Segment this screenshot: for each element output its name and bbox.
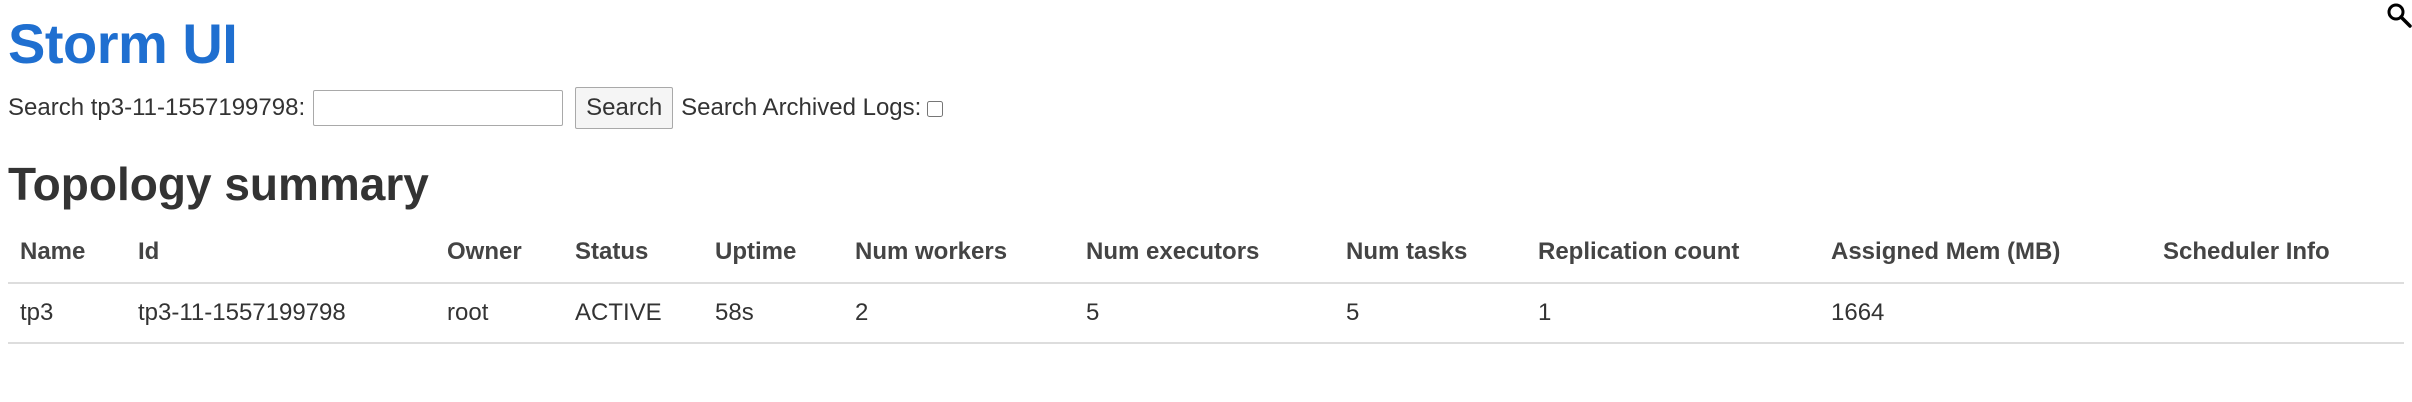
column-header-num-workers[interactable]: Num workers bbox=[843, 222, 1074, 284]
cell-scheduler-info bbox=[2151, 283, 2404, 344]
cell-assigned-mem: 1664 bbox=[1819, 283, 2151, 344]
cell-num-tasks: 5 bbox=[1334, 283, 1526, 344]
cell-num-workers: 2 bbox=[843, 283, 1074, 344]
cell-id: tp3-11-1557199798 bbox=[126, 283, 435, 344]
column-header-status[interactable]: Status bbox=[563, 222, 703, 284]
column-header-num-executors[interactable]: Num executors bbox=[1074, 222, 1334, 284]
search-archived-logs-label: Search Archived Logs: bbox=[681, 94, 922, 121]
search-input[interactable] bbox=[313, 90, 564, 126]
column-header-scheduler-info[interactable]: Scheduler Info bbox=[2151, 222, 2404, 284]
search-label: Search tp3-11-1557199798: bbox=[8, 94, 306, 121]
table-row: tp3 tp3-11-1557199798 root ACTIVE 58s 2 … bbox=[8, 283, 2404, 344]
search-button[interactable]: Search bbox=[575, 87, 674, 129]
cell-num-executors: 5 bbox=[1074, 283, 1334, 344]
cell-name: tp3 bbox=[8, 283, 126, 344]
cell-uptime: 58s bbox=[703, 283, 843, 344]
column-header-num-tasks[interactable]: Num tasks bbox=[1334, 222, 1526, 284]
topology-summary-table: Name Id Owner Status Uptime Num workers … bbox=[8, 222, 2404, 344]
cell-status: ACTIVE bbox=[563, 283, 703, 344]
log-search-form: Search tp3-11-1557199798: Search Search … bbox=[8, 86, 944, 130]
column-header-uptime[interactable]: Uptime bbox=[703, 222, 843, 284]
column-header-name[interactable]: Name bbox=[8, 222, 126, 284]
table-header-row: Name Id Owner Status Uptime Num workers … bbox=[8, 222, 2404, 284]
topology-summary-title: Topology summary bbox=[8, 158, 429, 210]
column-header-assigned-mem[interactable]: Assigned Mem (MB) bbox=[1819, 222, 2151, 284]
column-header-id[interactable]: Id bbox=[126, 222, 435, 284]
cell-owner: root bbox=[435, 283, 563, 344]
page-title: Storm UI bbox=[8, 12, 238, 75]
cell-replication-count: 1 bbox=[1526, 283, 1819, 344]
column-header-owner[interactable]: Owner bbox=[435, 222, 563, 284]
column-header-replication-count[interactable]: Replication count bbox=[1526, 222, 1819, 284]
search-icon[interactable] bbox=[2386, 2, 2412, 28]
search-archived-logs-checkbox[interactable] bbox=[927, 101, 944, 117]
